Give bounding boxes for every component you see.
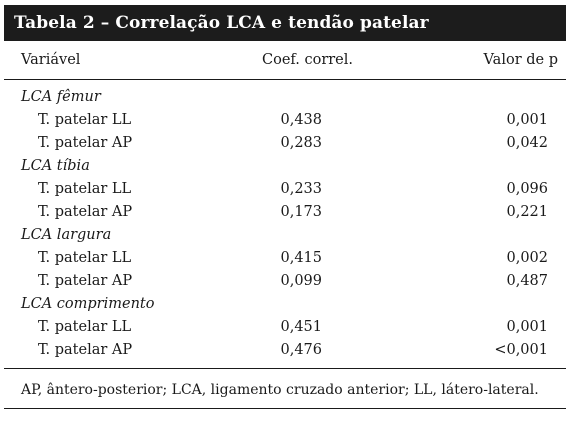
row-coef: 0,476: [280, 342, 322, 358]
row-label: T. patelar LL: [38, 250, 132, 266]
row-p-value: 0,487: [506, 273, 548, 289]
row-coef: 0,451: [280, 319, 322, 335]
row-p-value: 0,221: [506, 204, 548, 220]
group-row: LCA tíbia: [4, 155, 566, 178]
row-p-value: 0,001: [506, 319, 548, 335]
row-label: T. patelar AP: [38, 204, 133, 220]
header-coef: Coef. correl.: [262, 52, 354, 68]
row-p-value: 0,001: [506, 112, 548, 128]
table-header-row: Variável Coef. correl. Valor de p: [4, 41, 566, 80]
row-coef: 0,233: [280, 181, 322, 197]
row-p-value: 0,002: [506, 250, 548, 266]
table-row: T. patelar AP 0,173 0,221: [4, 201, 566, 224]
row-coef: 0,173: [280, 204, 322, 220]
group-label: LCA tíbia: [21, 158, 90, 174]
table-body: LCA fêmur T. patelar LL 0,438 0,001 T. p…: [4, 80, 566, 369]
row-coef: 0,415: [280, 250, 322, 266]
table-row: T. patelar LL 0,451 0,001: [4, 316, 566, 339]
row-label: T. patelar LL: [38, 181, 132, 197]
row-coef: 0,099: [280, 273, 322, 289]
row-label: T. patelar LL: [38, 112, 132, 128]
table-row: T. patelar AP 0,476 <0,001: [4, 339, 566, 362]
table-row: T. patelar AP 0,099 0,487: [4, 270, 566, 293]
group-row: LCA fêmur: [4, 86, 566, 109]
row-label: T. patelar AP: [38, 273, 133, 289]
correlation-table: Tabela 2 – Correlação LCA e tendão patel…: [4, 5, 566, 409]
table-row: T. patelar AP 0,283 0,042: [4, 132, 566, 155]
bottom-rule: [4, 408, 566, 409]
row-p-value: 0,042: [506, 135, 548, 151]
group-row: LCA largura: [4, 224, 566, 247]
row-label: T. patelar AP: [38, 135, 133, 151]
row-p-value: <0,001: [494, 342, 548, 358]
table-row: T. patelar LL 0,233 0,096: [4, 178, 566, 201]
group-label: LCA largura: [21, 227, 112, 243]
row-label: T. patelar AP: [38, 342, 133, 358]
header-p-value: Valor de p: [483, 52, 558, 68]
group-label: LCA fêmur: [21, 89, 101, 105]
table-row: T. patelar LL 0,415 0,002: [4, 247, 566, 270]
row-label: T. patelar LL: [38, 319, 132, 335]
row-coef: 0,283: [280, 135, 322, 151]
group-row: LCA comprimento: [4, 293, 566, 316]
header-variable: Variável: [21, 52, 81, 68]
row-coef: 0,438: [280, 112, 322, 128]
table-title: Tabela 2 – Correlação LCA e tendão patel…: [4, 5, 566, 41]
row-p-value: 0,096: [506, 181, 548, 197]
table-footnote: AP, ântero-posterior; LCA, ligamento cru…: [21, 382, 539, 398]
group-label: LCA comprimento: [21, 296, 155, 312]
table-row: T. patelar LL 0,438 0,001: [4, 109, 566, 132]
